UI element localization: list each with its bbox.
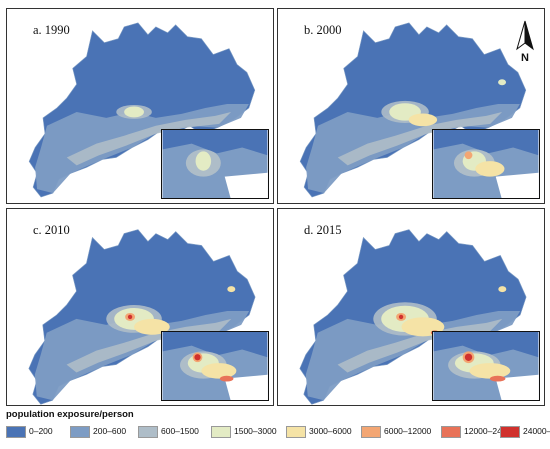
province-map [28, 22, 256, 198]
legend-swatch [500, 426, 520, 438]
legend-swatch [361, 426, 381, 438]
legend-label: 24000–32000 [523, 426, 550, 436]
legend-label: 600–1500 [161, 426, 199, 436]
inset-sea [224, 374, 268, 400]
legend-label: 12000–24000 [464, 426, 517, 436]
inset-sea [495, 374, 539, 400]
north-arrow-icon [516, 20, 534, 51]
inset-map [432, 331, 540, 401]
map-panel-1990: a. 1990 [6, 8, 274, 204]
urban-area [498, 286, 507, 293]
panel-label: a. 1990 [33, 23, 70, 37]
inset-zone [475, 161, 505, 177]
urban-area [398, 314, 404, 320]
legend-swatch [138, 426, 158, 438]
inset-hotspot [194, 354, 201, 361]
coastal-zone [305, 310, 521, 401]
map-panel-2000: b. 2000 N [277, 8, 545, 204]
legend-label: 6000–12000 [384, 426, 432, 436]
inset-hotspot [464, 151, 473, 160]
inset-map [432, 129, 540, 199]
province-map [299, 22, 527, 198]
coastal-zone [337, 111, 503, 166]
legend-label: 0–200 [29, 426, 53, 436]
inset-map [161, 129, 269, 199]
inset-zone [469, 363, 511, 379]
map-panel-2010: c. 2010 [6, 208, 274, 406]
map-panel-2015: d. 2015 [277, 208, 545, 406]
inset-sea [224, 172, 268, 198]
coastal-zone [34, 310, 250, 401]
legend-swatch [70, 426, 90, 438]
urban-area [124, 106, 144, 118]
urban-area [408, 113, 438, 127]
coastal-zone [66, 111, 232, 166]
legend: 0–200 200–600 600–1500 1500–3000 3000–60… [6, 425, 550, 441]
inset-zone [195, 151, 212, 171]
inset-hotspot [464, 353, 473, 361]
inset-sea [495, 172, 539, 198]
north-arrow: N [514, 19, 536, 65]
inset-hotspot [219, 375, 234, 382]
inset-hotspot [489, 375, 506, 382]
coastal-zone [306, 104, 520, 194]
legend-label: 1500–3000 [234, 426, 277, 436]
legend-swatch [6, 426, 26, 438]
urban-area [127, 314, 133, 320]
urban-area [227, 286, 236, 293]
legend-swatch [286, 426, 306, 438]
north-label: N [521, 52, 529, 64]
panel-label: c. 2010 [33, 223, 70, 237]
legend-label: 200–600 [93, 426, 127, 436]
inset-zone [201, 363, 237, 379]
province-map [299, 229, 527, 405]
urban-area [498, 79, 507, 86]
coastal-zone [35, 104, 249, 194]
legend-label: 3000–6000 [309, 426, 352, 436]
inset-map [161, 331, 269, 401]
urban-area [134, 318, 170, 335]
legend-title: population exposure/person [6, 409, 134, 420]
legend-swatch [211, 426, 231, 438]
panel-label: b. 2000 [304, 23, 342, 37]
panel-label: d. 2015 [304, 223, 342, 237]
legend-swatch [441, 426, 461, 438]
